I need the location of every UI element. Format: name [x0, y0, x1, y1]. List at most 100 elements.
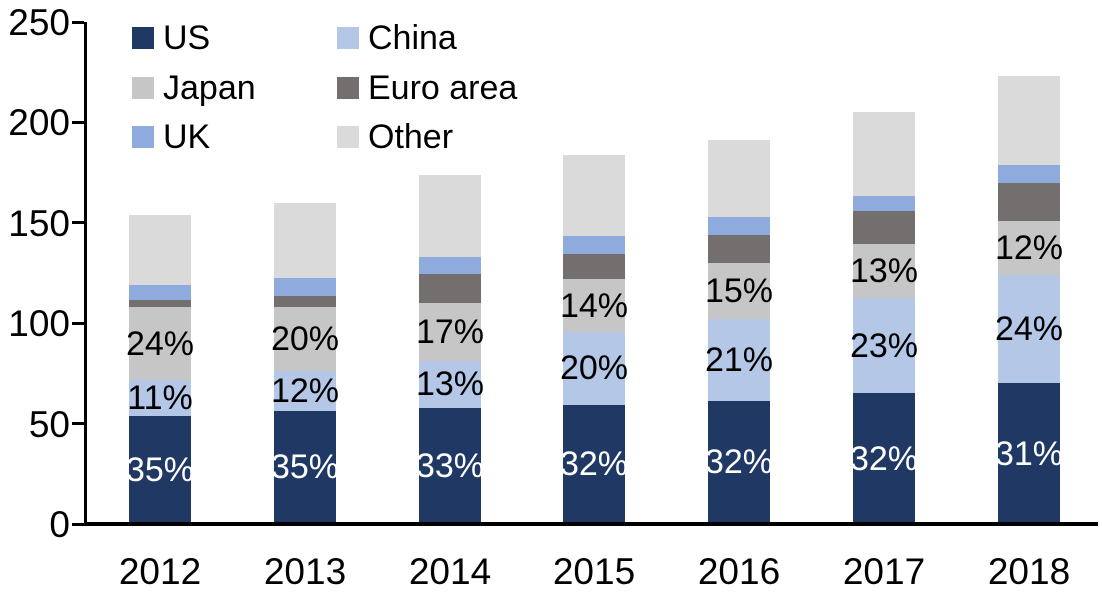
x-axis-label-2012: 2012 — [118, 551, 202, 592]
y-axis-tick — [72, 422, 84, 425]
segment-value-label: 17% — [415, 313, 485, 352]
segment-us: 33% — [415, 407, 485, 524]
segment-other — [708, 140, 770, 217]
segment-uk — [563, 235, 625, 254]
segment-japan: 24% — [125, 307, 195, 381]
segment-uk — [998, 164, 1060, 183]
segment-value-label: 33% — [415, 446, 485, 485]
y-axis-tick-label: 50 — [28, 404, 70, 445]
segment-other — [129, 214, 191, 286]
x-axis-line — [84, 522, 1098, 526]
segment-uk — [708, 216, 770, 235]
legend-label: Other — [368, 118, 454, 156]
segment-value-label: 14% — [559, 286, 629, 325]
segment-us: 32% — [559, 404, 629, 524]
bar-2015: 32% 20% 14% — [559, 154, 629, 524]
bar-2018: 31% 24% 12% — [994, 76, 1064, 524]
segment-us: 31% — [994, 383, 1064, 524]
segment-china: 13% — [415, 361, 485, 408]
x-axis-label-2013: 2013 — [263, 551, 347, 592]
x-axis-label-2016: 2016 — [697, 551, 781, 592]
legend-swatch-icon — [132, 77, 154, 99]
legend-entry-other: Other — [337, 120, 453, 154]
x-axis-label-2017: 2017 — [842, 551, 926, 592]
legend-entry-china: China — [337, 21, 457, 55]
legend-swatch-icon — [132, 126, 154, 148]
segment-value-label: 13% — [415, 365, 485, 404]
segment-uk — [853, 195, 915, 211]
segment-value-label: 13% — [849, 252, 919, 290]
segment-china: 12% — [270, 371, 340, 411]
segment-value-label: 31% — [994, 434, 1064, 473]
segment-value-label: 11% — [127, 379, 193, 418]
bar-2013: 35% 12% 20% — [270, 202, 340, 524]
y-axis-tick-label: 200 — [8, 102, 70, 143]
legend-entry-japan: Japan — [132, 71, 256, 105]
segment-japan: 13% — [849, 243, 919, 299]
segment-euro-area — [419, 274, 481, 304]
segment-value-label: 15% — [704, 272, 774, 311]
segment-us: 35% — [271, 410, 339, 524]
legend-entry-uk: UK — [132, 120, 210, 154]
y-axis-tick-label: 150 — [8, 203, 70, 244]
y-axis-tick-label: 0 — [49, 504, 70, 545]
y-axis-line — [84, 22, 87, 524]
segment-other — [853, 112, 915, 196]
segment-us: 35% — [125, 415, 195, 524]
legend-swatch-icon — [337, 126, 359, 148]
segment-japan: 20% — [270, 307, 340, 372]
segment-japan: 14% — [559, 279, 629, 333]
segment-other — [563, 154, 625, 236]
legend-label: UK — [163, 118, 211, 156]
segment-euro-area — [853, 210, 915, 244]
segment-china: 11% — [127, 379, 193, 418]
segment-euro-area — [998, 182, 1060, 221]
x-axis-label-2018: 2018 — [987, 551, 1071, 592]
segment-euro-area — [274, 296, 336, 308]
segment-japan: 15% — [704, 262, 774, 320]
segment-other — [998, 76, 1060, 165]
legend-label: China — [368, 19, 457, 57]
segment-value-label: 32% — [559, 445, 629, 484]
segment-value-label: 32% — [704, 443, 774, 482]
segment-japan: 17% — [415, 303, 485, 362]
y-axis-tick — [72, 322, 84, 325]
x-axis-label-2015: 2015 — [552, 551, 636, 592]
segment-value-label: 20% — [559, 349, 629, 388]
segment-value-label: 35% — [125, 450, 195, 489]
segment-euro-area — [708, 234, 770, 263]
segment-china: 24% — [994, 275, 1064, 384]
segment-value-label: 23% — [849, 326, 919, 365]
legend-label: Euro area — [368, 69, 518, 107]
segment-value-label: 12% — [270, 371, 340, 410]
segment-china: 21% — [705, 319, 773, 401]
x-axis-label-2014: 2014 — [408, 551, 492, 592]
segment-value-label: 12% — [994, 228, 1064, 267]
segment-euro-area — [129, 300, 191, 308]
legend-label: US — [163, 19, 211, 57]
segment-value-label: 24% — [994, 310, 1064, 349]
y-axis-tick — [72, 221, 84, 224]
segment-uk — [274, 278, 336, 297]
legend-label: Japan — [163, 69, 256, 107]
segment-us: 32% — [704, 400, 774, 524]
segment-other — [274, 202, 336, 279]
segment-uk — [419, 256, 481, 275]
legend-swatch-icon — [132, 27, 154, 49]
segment-china: 23% — [849, 298, 919, 394]
bar-2016: 32% 21% 15% — [704, 140, 774, 524]
segment-other — [419, 174, 481, 257]
segment-us: 32% — [849, 393, 919, 524]
bar-2017: 32% 23% 13% — [849, 112, 919, 524]
segment-value-label: 24% — [125, 324, 195, 363]
y-axis-tick-label: 100 — [8, 303, 70, 344]
segment-value-label: 32% — [849, 439, 919, 478]
y-axis-tick — [72, 523, 84, 526]
segment-japan: 12% — [994, 220, 1064, 276]
segment-value-label: 20% — [270, 320, 340, 359]
segment-euro-area — [563, 253, 625, 280]
segment-uk — [129, 285, 191, 301]
y-axis-tick — [72, 121, 84, 124]
legend-entry-us: US — [132, 21, 210, 55]
legend-entry-euro-area: Euro area — [337, 71, 517, 105]
